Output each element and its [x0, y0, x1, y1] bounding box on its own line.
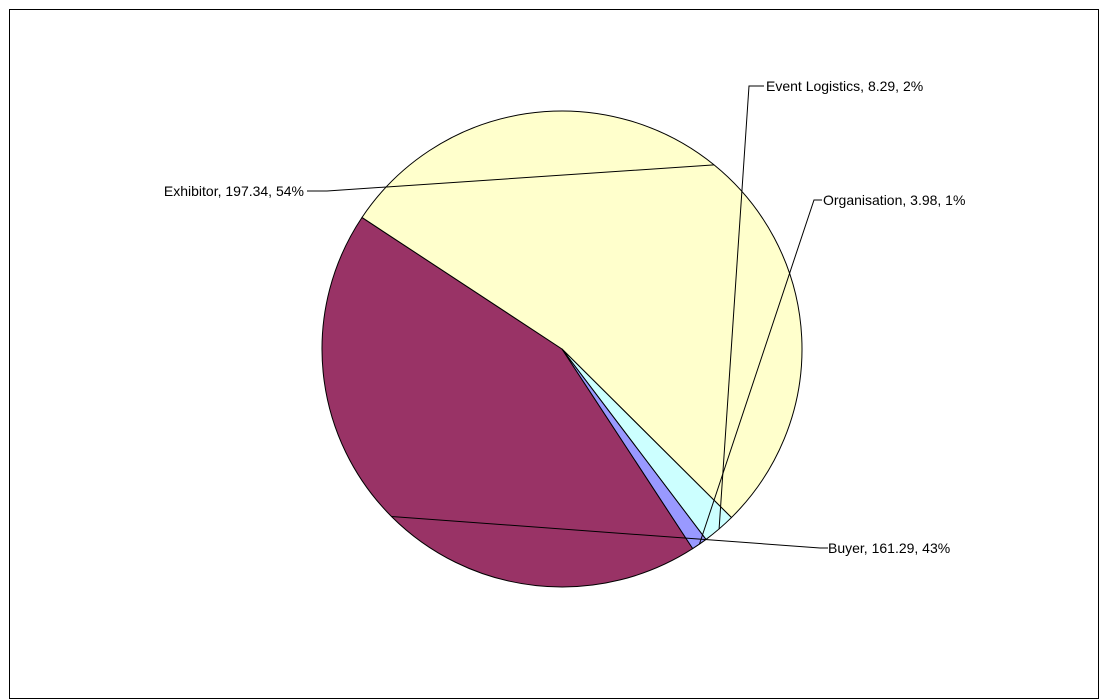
leader-line-organisation [698, 199, 822, 545]
leader-line-buyer [391, 515, 828, 549]
data-labels: Buyer, 161.29, 43% Exhibitor, 197.34, 54… [164, 78, 966, 556]
pie-slices [321, 110, 803, 588]
data-label-buyer: Buyer, 161.29, 43% [828, 540, 950, 556]
data-label-event-logistics: Event Logistics, 8.29, 2% [766, 78, 923, 94]
pie-chart: Buyer, 161.29, 43% Exhibitor, 197.34, 54… [164, 78, 966, 588]
leader-lines [307, 85, 828, 549]
leader-line-event-logistics [718, 85, 764, 529]
data-label-organisation: Organisation, 3.98, 1% [823, 192, 965, 208]
data-label-exhibitor: Exhibitor, 197.34, 54% [164, 183, 304, 199]
leader-line-exhibitor [307, 164, 715, 192]
